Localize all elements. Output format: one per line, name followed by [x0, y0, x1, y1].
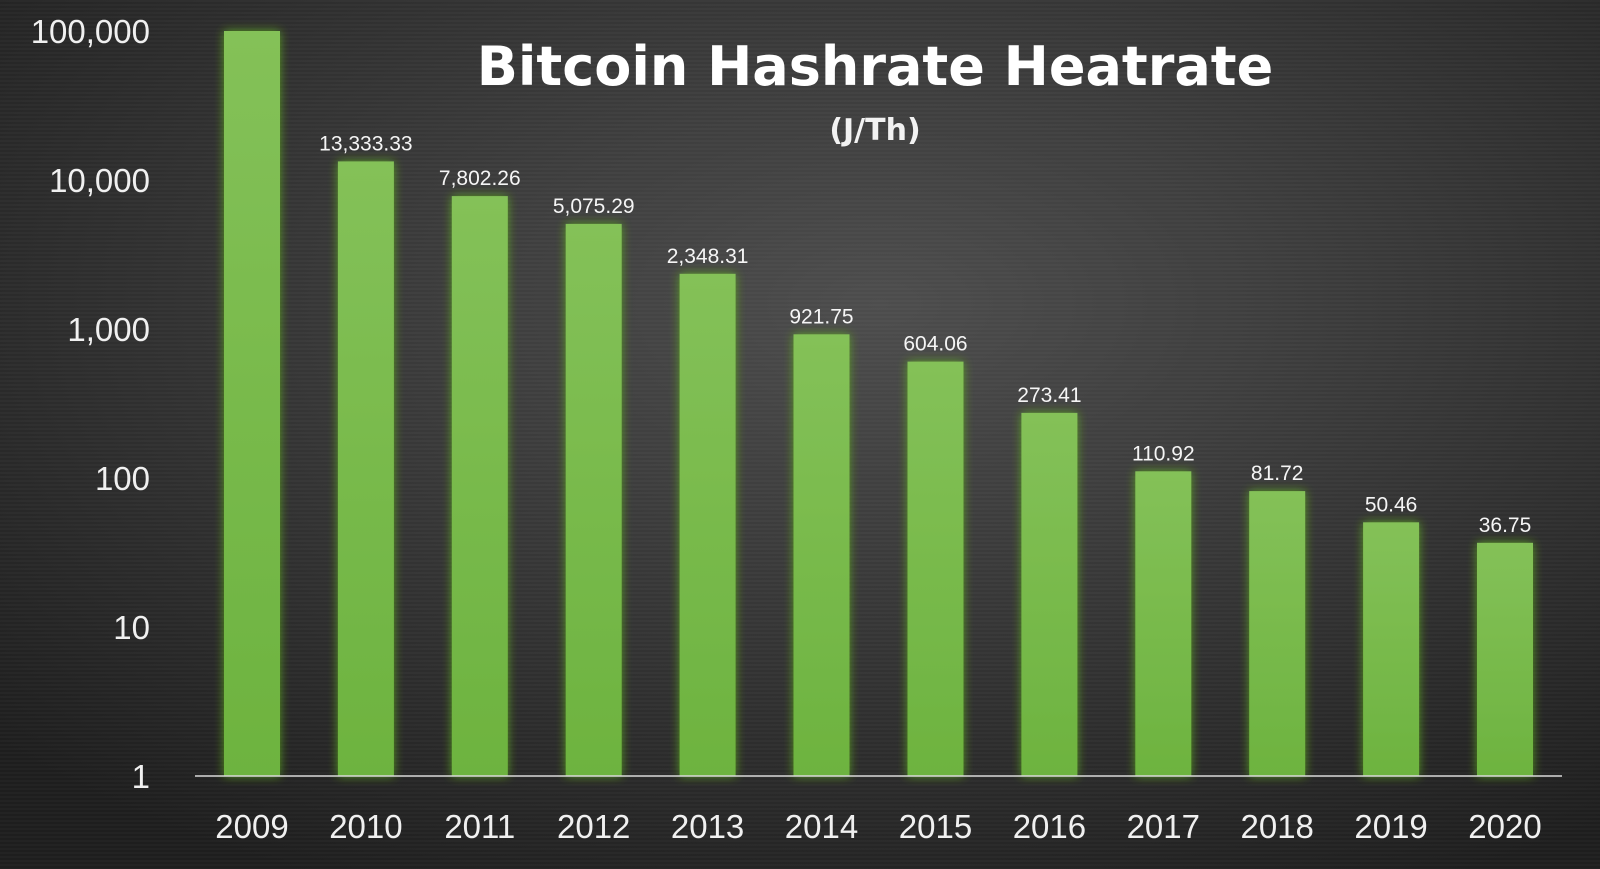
bar-2019: [1363, 522, 1420, 776]
data-label-2015: 604.06: [903, 333, 967, 356]
x-tick-label-2016: 2016: [1013, 808, 1086, 845]
chart-subtitle: (J/Th): [829, 113, 920, 148]
y-tick-label-10: 10: [113, 609, 150, 646]
bar-2012: [565, 223, 622, 776]
x-tick-label-2020: 2020: [1468, 808, 1541, 845]
data-label-2017: 110.92: [1132, 442, 1195, 465]
chart-title: Bitcoin Hashrate Heatrate: [477, 35, 1273, 98]
bar-2009: [224, 31, 280, 776]
data-label-2012: 5,075.29: [553, 195, 635, 218]
bars-layer: [224, 31, 1533, 777]
y-tick-label-100: 100: [95, 460, 150, 497]
data-label-2019: 50.46: [1365, 493, 1418, 516]
bar-2013: [679, 273, 736, 776]
data-label-2018: 81.72: [1251, 462, 1304, 485]
x-tick-label-2010: 2010: [329, 808, 402, 845]
bar-2010: [337, 161, 394, 776]
data-label-2010: 13,333.33: [319, 132, 412, 155]
x-tick-label-2019: 2019: [1354, 808, 1427, 845]
x-axis-ticks: 2009 2010 2011 2012 2013 2014 2015 2016 2017 2018…: [215, 808, 1541, 845]
x-tick-label-2018: 2018: [1240, 808, 1313, 845]
x-tick-label-2009: 2009: [215, 808, 288, 845]
x-tick-label-2014: 2014: [785, 808, 858, 845]
y-axis-ticks: 1 10 100 1,000 10,000 100,000: [31, 13, 150, 795]
bar-2015: [907, 361, 964, 776]
bar-2014: [793, 334, 850, 776]
y-tick-label-100000: 100,000: [31, 13, 150, 50]
data-label-2013: 2,348.31: [667, 245, 749, 268]
data-label-2020: 36.75: [1479, 514, 1532, 537]
y-tick-label-10000: 10,000: [49, 162, 150, 199]
data-labels-layer: 13,333.33 7,802.26 5,075.29 2,348.31 921.75 6…: [319, 132, 1531, 536]
x-tick-label-2011: 2011: [444, 808, 515, 845]
x-tick-label-2013: 2013: [671, 808, 744, 845]
x-tick-label-2017: 2017: [1127, 808, 1200, 845]
x-tick-label-2015: 2015: [899, 808, 972, 845]
bar-2017: [1135, 471, 1192, 776]
data-label-2014: 921.75: [789, 305, 853, 328]
data-label-2011: 7,802.26: [439, 167, 521, 190]
bar-2016: [1021, 412, 1078, 776]
y-tick-label-1: 1: [132, 758, 150, 795]
bar-2018: [1249, 491, 1306, 776]
bar-2020: [1477, 542, 1533, 776]
data-label-2016: 273.41: [1017, 384, 1081, 407]
x-tick-label-2012: 2012: [557, 808, 630, 845]
y-tick-label-1000: 1,000: [67, 311, 150, 348]
bar-2011: [451, 196, 508, 777]
